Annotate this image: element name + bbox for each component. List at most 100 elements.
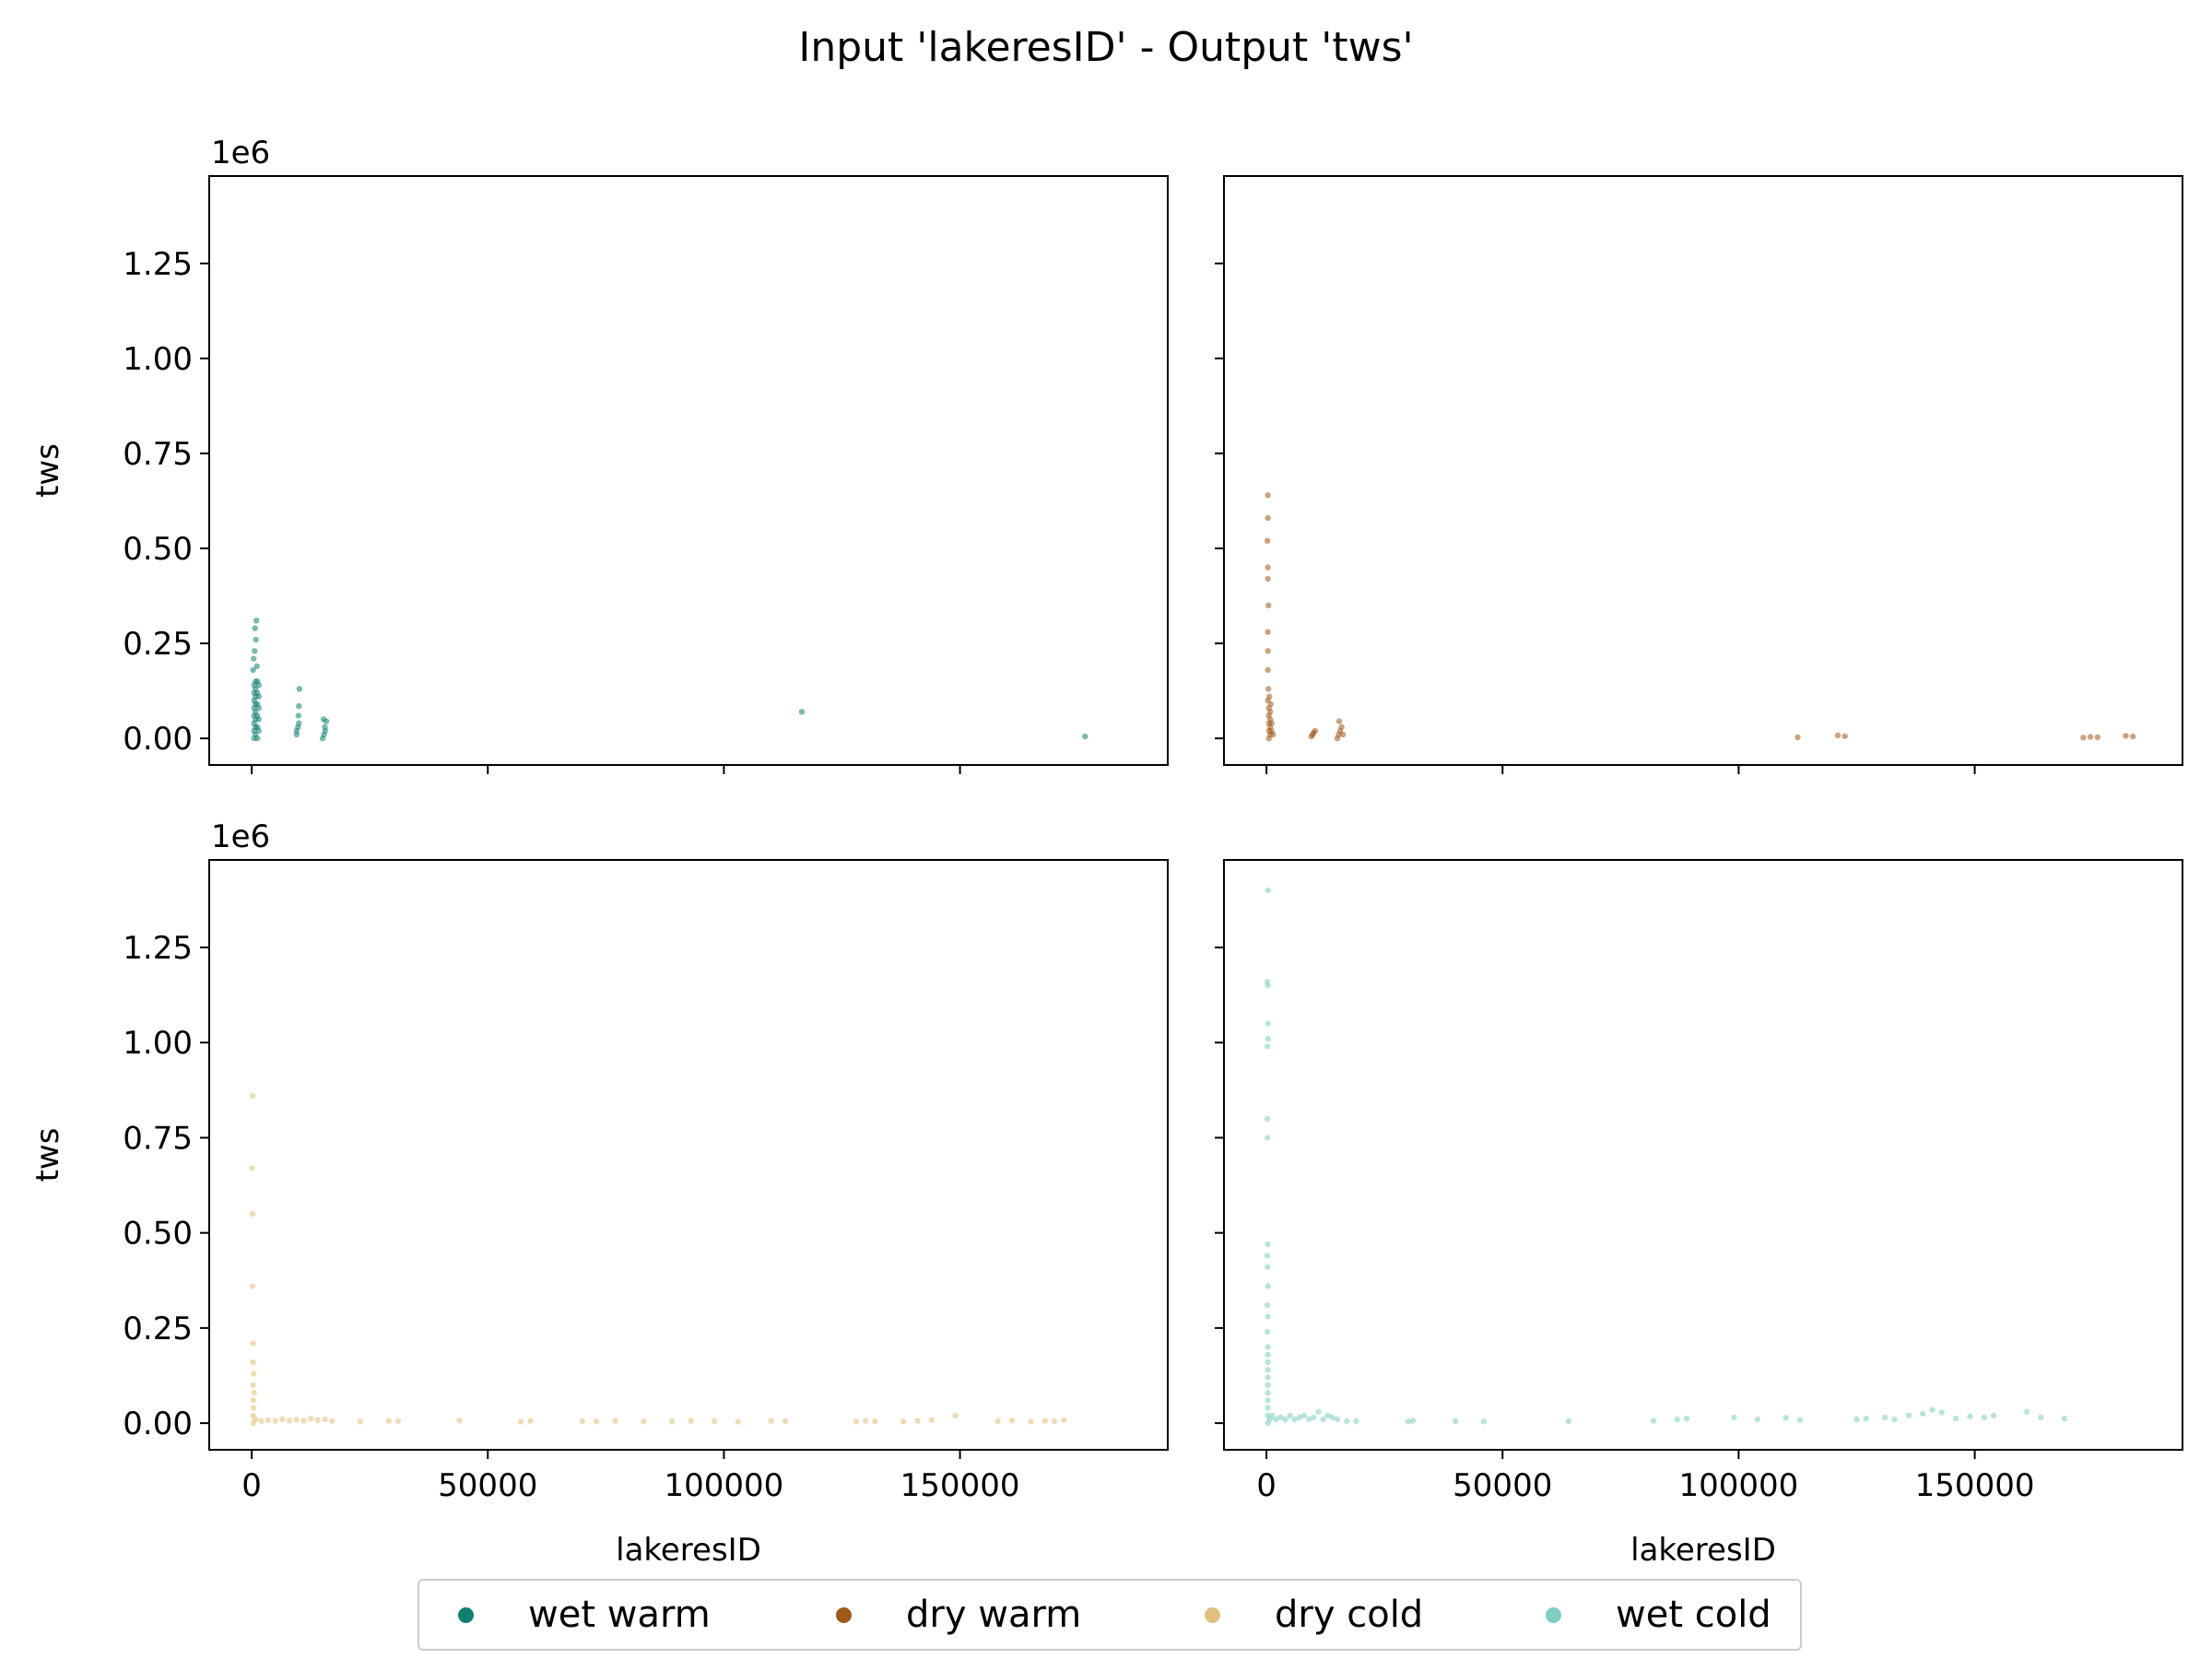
panel-4-point [1265,1367,1271,1373]
panel-1-point [253,618,260,624]
panel-4-point [1405,1418,1412,1425]
panel-3-point [250,1359,256,1366]
panel-3-point [250,1382,256,1389]
panel-4-point [1265,1405,1271,1411]
panel-4-point [1891,1416,1898,1423]
panel-2-point [1268,720,1275,726]
panel-3-point [994,1418,1001,1425]
panel-3-point [768,1418,774,1424]
panel-4-point [1265,1374,1271,1381]
panel-3-ytick-label: 1.00 [123,1025,193,1062]
panel-4-point [1324,1412,1331,1419]
panel-4-frame [1223,859,2183,1451]
panel-3-point [357,1418,364,1425]
panel-3-point [872,1418,878,1425]
panel-3-point [250,1340,256,1347]
panel-4-point [1264,1043,1271,1050]
panel-4-point [1674,1416,1681,1423]
panel-3-point [314,1417,321,1424]
panel-4-point [1269,1412,1276,1419]
panel-3-point [952,1412,959,1419]
panel-2-point [1339,731,1347,738]
panel-2-point [1335,718,1343,724]
panel-4-point [1952,1415,1959,1422]
panel-3-ytick-label: 0.50 [123,1216,193,1253]
panel-1-point [322,724,328,730]
legend-item-wet-warm: wet warm [458,1594,711,1636]
panel-4-point [1265,1283,1271,1289]
panel-4-point [1853,1416,1860,1423]
panel-4-point [1651,1418,1657,1424]
panel-3-point [307,1415,314,1422]
panel-3-point [517,1418,524,1425]
panel-4-point [1731,1414,1737,1421]
panel-3-point [251,1405,257,1411]
panel-4-point [1480,1418,1488,1425]
panel-3-point [1008,1418,1016,1424]
panel-4-point [1783,1415,1789,1421]
panel-3-point [612,1418,618,1424]
panel-4-point [1265,1020,1271,1027]
legend-label-dry-cold: dry cold [1275,1594,1424,1636]
panel-1-point [251,655,257,662]
panel-2-point [1312,727,1319,735]
panel-4-point [1265,1351,1271,1359]
panel-1-point [320,716,327,723]
panel-4-point [1796,1417,1804,1424]
panel-3-point [1041,1418,1049,1424]
panel-3-point [272,1418,278,1424]
panel-3-point [928,1417,935,1424]
panel-4-point [1264,978,1271,985]
legend-label-wet-cold: wet cold [1616,1594,1771,1636]
panel-3-point [329,1418,335,1424]
panel-4-point [1265,887,1271,894]
panel-3-point [300,1418,307,1424]
panel-1-ytick-label: 0.25 [123,626,193,663]
panel-2-point [1265,686,1272,692]
panel-4-point [1754,1416,1761,1423]
panel-3-point [914,1418,921,1424]
panel-3-point [249,1092,256,1100]
panel-3-xtick-label: 150000 [900,1467,1020,1504]
panel-4-point [1265,1035,1271,1042]
panel-4-point [1306,1416,1312,1423]
legend-marker-wet-warm [458,1606,474,1623]
panel-4-xtick-label: 50000 [1453,1467,1552,1504]
panel-4-point [1452,1418,1459,1425]
panel-1-point [253,636,259,643]
panel-3-point [251,1389,257,1396]
panel-4-point [1282,1416,1288,1423]
panel-3-point [394,1418,402,1425]
panel-4-point [2038,1414,2044,1421]
panel-4-point [1920,1410,1926,1418]
panel-2-point [1270,731,1277,738]
panel-1-point [252,625,258,631]
panel-3-point [1051,1418,1058,1425]
panel-4-point [1264,1328,1271,1335]
panel-1-point [296,720,302,726]
panel-3-ylabel: tws [29,1128,66,1182]
panel-4-point [1863,1415,1869,1422]
panel-1-point [296,702,302,710]
panel-4-point [2061,1415,2068,1422]
panel-4-point [1967,1413,1973,1419]
panel-4-point [1291,1416,1299,1423]
panel-2-point [1834,732,1841,738]
legend-marker-dry-cold [1205,1606,1220,1623]
panel-4-xtick-label: 0 [1256,1467,1277,1504]
panel-3-point [279,1416,286,1423]
legend-item-dry-cold: dry cold [1205,1594,1423,1636]
panel-4-point [1265,1359,1271,1366]
panel-4-point [1265,1313,1271,1320]
panel-4-point [1265,1397,1271,1404]
panel-3-point [322,1416,328,1423]
panel-1-point [255,705,262,712]
panel-4-point [1990,1412,1997,1419]
panel-2-point [2094,734,2100,741]
panel-4-point [1265,1389,1271,1396]
panel-1-ytick-label: 1.25 [123,246,193,283]
panel-3-xtick-label: 0 [241,1467,262,1504]
panel-2-point [1267,709,1274,715]
panel-1-yscale-label: 1e6 [211,135,270,171]
